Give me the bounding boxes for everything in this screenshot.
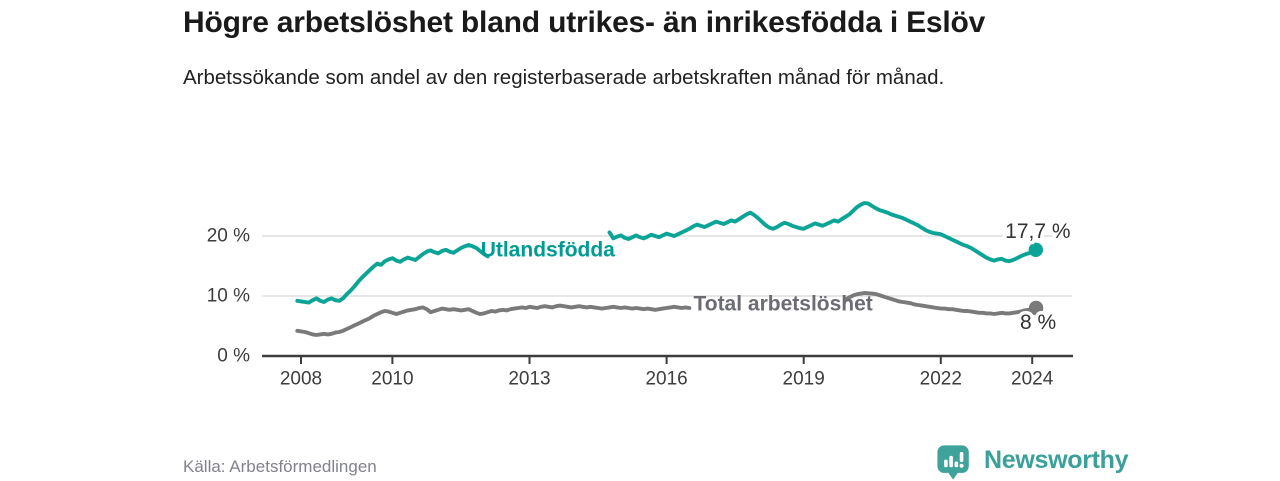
x-axis-tick-label: 2008: [280, 369, 322, 390]
x-axis-tick-label: 2013: [508, 369, 550, 390]
x-axis-tick-label: 2024: [1011, 369, 1054, 390]
chart-subtitle: Arbetssökande som andel av den registerb…: [183, 66, 945, 89]
series-end-dot: [1028, 242, 1044, 257]
series-line: [295, 303, 692, 337]
x-axis-tick-label: 2016: [645, 369, 687, 390]
x-axis-tick-label: 2019: [783, 369, 825, 390]
x-axis-tick-label: 2022: [920, 369, 962, 390]
chart-title: Högre arbetslöshet bland utrikes- än inr…: [183, 6, 986, 39]
y-axis-tick-label: 20 %: [207, 226, 250, 247]
series-end-dot: [1028, 300, 1044, 316]
y-axis-tick-label: 10 %: [207, 286, 250, 307]
newsworthy-wordmark: Newsworthy: [984, 446, 1129, 474]
chart-header: Högre arbetslöshet bland utrikes- än inr…: [183, 4, 1093, 94]
series-line: [295, 243, 490, 305]
end-value-label: 17,7 %: [1005, 220, 1070, 243]
newsworthy-logo: Newsworthy: [936, 443, 1129, 481]
series-line: [843, 291, 1039, 316]
series-line: [607, 201, 1038, 264]
source-note: Källa: Arbetsförmedlingen: [183, 457, 377, 476]
newsworthy-speech-bubble-bar-chart-icon: [937, 445, 969, 480]
x-axis-tick-label: 2010: [371, 369, 413, 390]
series-label: Total arbetslöshet: [693, 292, 872, 315]
end-value-label: 8 %: [1020, 311, 1056, 334]
series-label: Utlandsfödda: [481, 238, 615, 261]
y-axis-tick-label: 0 %: [217, 346, 250, 367]
